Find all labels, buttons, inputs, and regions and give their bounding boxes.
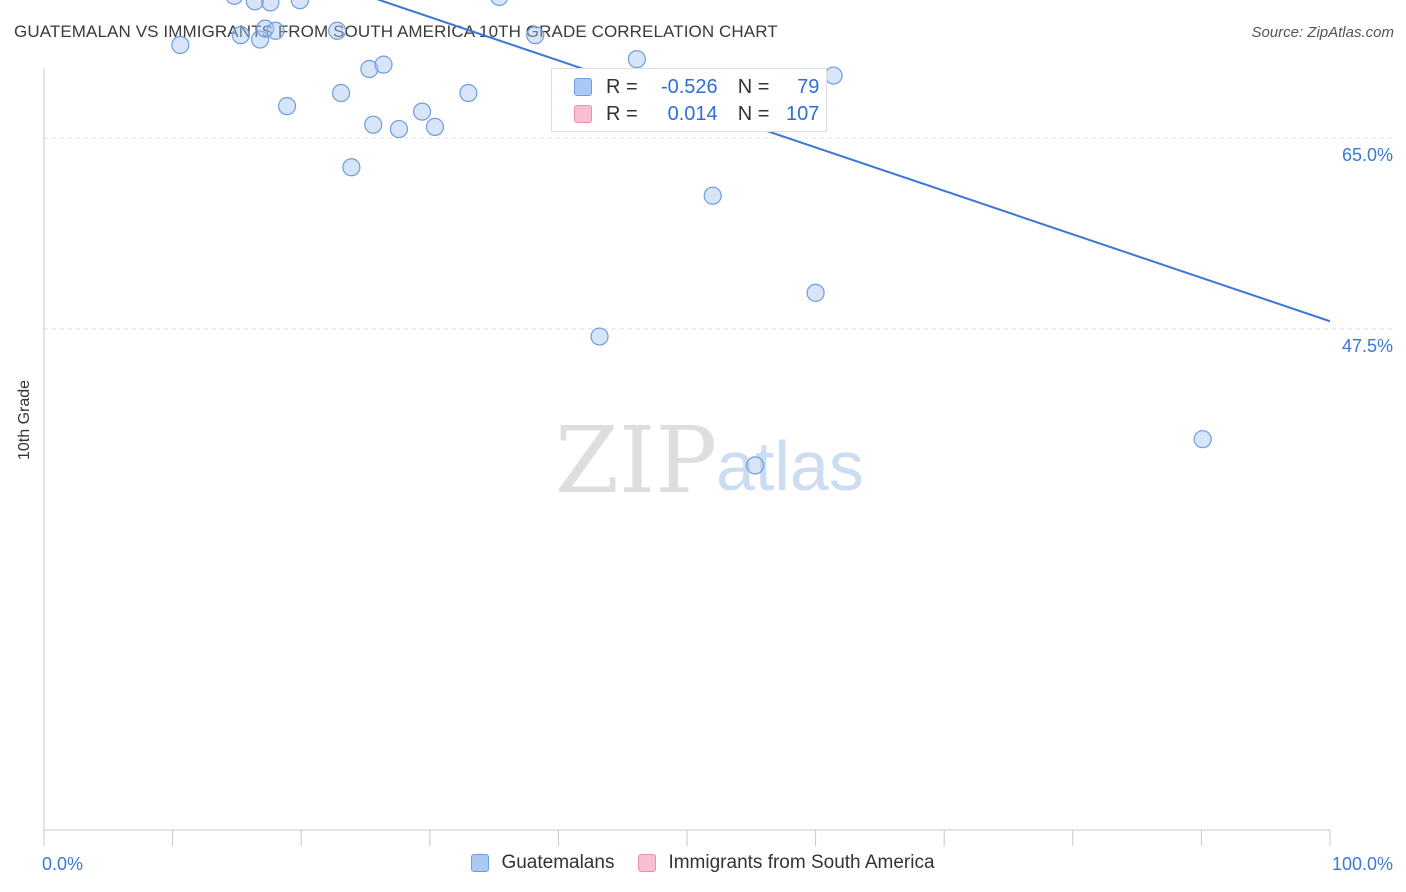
correlation-legend: R = -0.526 N = 79 R = 0.014 N = 107 — [551, 68, 827, 132]
legend-swatch-blue — [574, 78, 592, 96]
legend-swatch-pink — [574, 105, 592, 123]
series-guatemalans-points — [171, 0, 1212, 475]
source-label: Source: ZipAtlas.com — [1251, 24, 1394, 41]
data-point-guatemalans — [277, 97, 297, 116]
data-point-guatemalans — [425, 117, 445, 136]
data-point-guatemalans — [590, 327, 609, 346]
legend-n-label: N = — [737, 102, 770, 125]
grid-lines — [44, 137, 1393, 330]
data-point-guatemalans — [360, 59, 379, 79]
data-point-guatemalans — [703, 186, 722, 205]
data-point-guatemalans — [364, 115, 383, 134]
legend-item-guatemalans[interactable]: Guatemalans — [471, 852, 614, 874]
legend-n-value: 107 — [786, 102, 820, 125]
data-point-guatemalans — [389, 119, 409, 139]
legend-r-label: R = — [606, 75, 638, 98]
legend-n-label: N = — [737, 75, 770, 98]
series-legend: Guatemalans Immigrants from South Americ… — [0, 852, 1406, 874]
data-point-guatemalans — [226, 0, 243, 5]
legend-item-label: Guatemalans — [501, 852, 615, 873]
trend-line-guatemalans — [376, 0, 1331, 323]
data-point-guatemalans — [250, 30, 270, 49]
legend-r-value: 0.014 — [667, 102, 718, 125]
watermark: ZIP atlas — [555, 407, 864, 514]
y-tick-label: 47.5% — [1342, 336, 1393, 356]
legend-item-label: Immigrants from South America — [668, 852, 935, 873]
x-tick-label: 0.0% — [42, 854, 83, 874]
axes — [43, 68, 1331, 846]
data-point-guatemalans — [746, 456, 765, 475]
data-point-guatemalans — [231, 26, 250, 45]
data-point-guatemalans — [459, 83, 478, 103]
legend-row-immigrants: R = 0.014 N = 107 — [574, 101, 819, 127]
data-point-guatemalans — [290, 0, 310, 10]
data-point-guatemalans — [331, 83, 351, 103]
data-point-guatemalans — [824, 66, 843, 85]
legend-n-value: 79 — [797, 75, 820, 98]
watermark-atlas: atlas — [716, 427, 864, 505]
watermark-zip: ZIP — [555, 407, 717, 514]
data-point-guatemalans — [627, 50, 646, 69]
data-point-guatemalans — [261, 0, 280, 12]
chart-title: GUATEMALAN VS IMMIGRANTS FROM SOUTH AMER… — [14, 22, 778, 41]
trend-lines — [376, 0, 1331, 323]
legend-swatch-pink — [638, 854, 657, 872]
data-point-guatemalans — [342, 158, 361, 177]
data-point-guatemalans — [245, 0, 265, 11]
data-point-guatemalans — [490, 0, 508, 7]
y-axis-label: 10th Grade — [16, 379, 33, 460]
x-tick-label: 100.0% — [1332, 854, 1393, 874]
data-point-guatemalans — [328, 21, 347, 40]
data-point-guatemalans — [806, 283, 825, 302]
legend-swatch-blue — [471, 854, 490, 872]
tick-labels: 47.5%65.0%82.5%100.0%0.0%100.0% — [42, 145, 1393, 874]
legend-r-value: -0.526 — [660, 75, 718, 98]
legend-item-immigrants[interactable]: Immigrants from South America — [638, 852, 935, 874]
data-point-guatemalans — [1193, 430, 1212, 449]
data-point-guatemalans — [266, 21, 285, 40]
data-point-guatemalans — [412, 102, 432, 121]
data-point-guatemalans — [374, 55, 393, 74]
y-tick-label: 65.0% — [1342, 145, 1393, 165]
data-point-guatemalans — [526, 26, 545, 45]
legend-row-guatemalans: R = -0.526 N = 79 — [574, 74, 819, 100]
legend-r-label: R = — [606, 102, 638, 125]
data-point-guatemalans — [171, 35, 190, 55]
